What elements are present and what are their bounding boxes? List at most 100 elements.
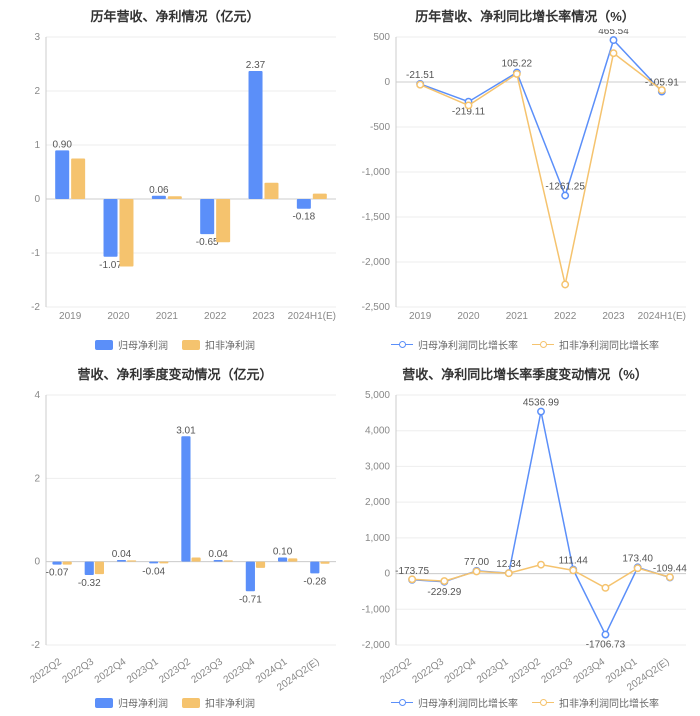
bar: [200, 199, 214, 234]
svg-text:2019: 2019: [59, 311, 82, 322]
panel-quarter_bar: 营收、净利季度变动情况（亿元）-20242022Q22022Q32022Q420…: [0, 358, 350, 716]
bar: [224, 560, 233, 561]
svg-text:1,000: 1,000: [365, 533, 390, 544]
chart-svg: -2,000-1,00001,0002,0003,0004,0005,00020…: [354, 387, 696, 691]
svg-text:2020: 2020: [107, 311, 130, 322]
value-label: 0.04: [208, 549, 228, 560]
legend-item: 归母净利润同比增长率: [391, 695, 518, 710]
bar: [181, 436, 190, 561]
bar: [159, 562, 168, 564]
svg-text:-2,500: -2,500: [362, 302, 391, 313]
svg-text:2023: 2023: [252, 311, 275, 322]
panel-quarter_line: 营收、净利同比增长率季度变动情况（%）-2,000-1,00001,0002,0…: [350, 358, 700, 716]
chart-title: 历年营收、净利同比增长率情况（%）: [354, 6, 696, 25]
bar: [320, 562, 329, 564]
svg-text:2023Q2: 2023Q2: [157, 656, 193, 686]
legend-label: 归母净利润: [118, 695, 168, 710]
bar: [104, 199, 118, 257]
data-marker: [602, 585, 608, 591]
svg-text:2023: 2023: [602, 311, 625, 322]
data-marker: [514, 71, 520, 77]
value-label: -0.32: [78, 578, 101, 589]
svg-text:2022Q2: 2022Q2: [378, 656, 414, 686]
svg-text:-1,000: -1,000: [362, 604, 391, 615]
legend-swatch: [182, 698, 200, 708]
value-label: 77.00: [464, 557, 489, 568]
value-label: 3.01: [176, 425, 196, 436]
data-marker: [538, 561, 544, 567]
bar: [216, 199, 230, 242]
svg-text:2022Q2: 2022Q2: [28, 656, 64, 686]
svg-text:1: 1: [34, 140, 40, 151]
legend-label: 扣非净利润: [205, 695, 255, 710]
value-label: -0.18: [292, 212, 315, 223]
panel-annual_bar: 历年营收、净利情况（亿元）-2-101232019202020212022202…: [0, 0, 350, 358]
chart-area: -20242022Q22022Q32022Q42023Q12023Q22023Q…: [4, 387, 346, 691]
legend-swatch: [532, 340, 554, 350]
legend-item: 扣非净利润同比增长率: [532, 695, 659, 710]
bar: [85, 562, 94, 575]
legend-label: 扣非净利润同比增长率: [559, 337, 659, 352]
svg-text:-2: -2: [31, 640, 40, 651]
svg-text:-2,000: -2,000: [362, 257, 391, 268]
value-label: -109.44: [653, 563, 687, 574]
svg-text:2023Q3: 2023Q3: [539, 656, 575, 686]
bar: [71, 159, 85, 200]
data-marker: [610, 37, 616, 43]
value-label: 0.10: [273, 547, 293, 558]
data-marker: [441, 578, 447, 584]
svg-text:2,000: 2,000: [365, 497, 390, 508]
bar: [313, 194, 327, 199]
svg-text:2022: 2022: [204, 311, 227, 322]
svg-text:2023Q4: 2023Q4: [572, 656, 608, 686]
value-label: 0.04: [112, 549, 132, 560]
svg-text:2023Q1: 2023Q1: [475, 656, 511, 686]
bar: [278, 558, 287, 562]
bar: [214, 560, 223, 562]
bar: [63, 562, 72, 565]
chart-svg: -2,500-2,000-1,500-1,000-500050020192020…: [354, 29, 696, 333]
svg-text:0: 0: [384, 77, 390, 88]
svg-text:2022Q4: 2022Q4: [93, 656, 129, 686]
legend-item: 归母净利润: [95, 695, 168, 710]
svg-text:3,000: 3,000: [365, 461, 390, 472]
svg-text:-500: -500: [370, 122, 390, 133]
legend: 归母净利润 扣非净利润: [4, 695, 346, 710]
bar: [127, 560, 136, 561]
data-marker: [506, 570, 512, 576]
value-label: -173.75: [395, 566, 429, 577]
svg-text:5,000: 5,000: [365, 390, 390, 401]
value-label: -1.07: [99, 260, 122, 271]
value-label: -0.28: [303, 576, 326, 587]
bar: [246, 562, 255, 592]
chart-svg: -20242022Q22022Q32022Q42023Q12023Q22023Q…: [4, 387, 346, 691]
series-line: [420, 53, 662, 284]
svg-text:2022Q3: 2022Q3: [61, 656, 97, 686]
value-label: 105.22: [502, 59, 533, 70]
bar: [168, 196, 182, 199]
bar: [55, 150, 69, 199]
chart-title: 历年营收、净利情况（亿元）: [4, 6, 346, 25]
legend-swatch: [95, 340, 113, 350]
legend-item: 归母净利润同比增长率: [391, 337, 518, 352]
legend-item: 扣非净利润: [182, 337, 255, 352]
bar: [152, 196, 166, 199]
legend-swatch: [95, 698, 113, 708]
legend-swatch: [532, 698, 554, 708]
value-label: 2.37: [246, 60, 266, 71]
legend-label: 扣非净利润同比增长率: [559, 695, 659, 710]
bar: [310, 562, 319, 574]
legend: 归母净利润扣非净利润: [4, 337, 346, 352]
value-label: 173.40: [622, 553, 653, 564]
svg-text:2023Q3: 2023Q3: [189, 656, 225, 686]
svg-text:2022: 2022: [554, 311, 577, 322]
svg-text:-2,000: -2,000: [362, 640, 391, 651]
bar: [256, 562, 265, 568]
data-marker: [409, 576, 415, 582]
value-label: -0.71: [239, 594, 262, 605]
svg-text:2021: 2021: [156, 311, 179, 322]
bar: [249, 71, 263, 199]
bar: [117, 560, 126, 562]
legend-label: 归母净利润: [118, 337, 168, 352]
data-marker: [562, 281, 568, 287]
